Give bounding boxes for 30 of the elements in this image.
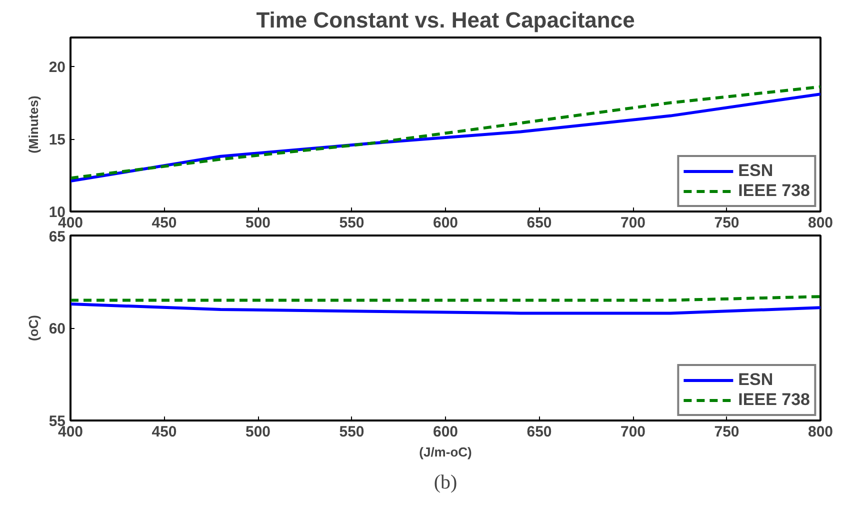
legend-label: ESN [738,161,774,181]
y-tick-label: 15 [48,132,66,148]
y-tick-label: 65 [48,228,66,246]
x-tick-label: 800 [808,424,834,440]
x-tick-label: 650 [526,424,552,440]
y-tick-label: 20 [48,59,66,76]
x-tick-label: 650 [526,214,552,232]
x-tick-label: 600 [432,424,458,440]
x-tick-label: 750 [714,424,740,440]
x-tick-label: 800 [808,214,834,232]
x-axis-title: (J/m-oC) [419,444,472,460]
legend-label: IEEE 738 [738,181,810,201]
line-series [70,302,820,315]
y-axis-title: (oC) [26,314,41,341]
x-tick-label: 600 [432,214,458,232]
x-tick-label: 700 [620,424,646,440]
x-tick-label: 500 [245,424,271,440]
chart-title: Time Constant vs. Heat Capacitance [256,8,635,32]
legend-label: ESN [738,370,774,390]
x-tick-label: 500 [245,214,271,232]
text: (b) [434,472,458,494]
x-tick-label: 550 [339,214,364,232]
y-axis-title: (Minutes) [26,96,41,154]
x-tick-label: 750 [714,214,740,232]
x-tick-label: 550 [339,424,364,440]
x-tick-label: 450 [152,214,177,232]
x-tick-label: 450 [152,424,177,440]
y-tick-label: 60 [48,320,66,338]
x-tick-label: 700 [620,214,646,232]
legend-label: IEEE 738 [738,390,810,410]
